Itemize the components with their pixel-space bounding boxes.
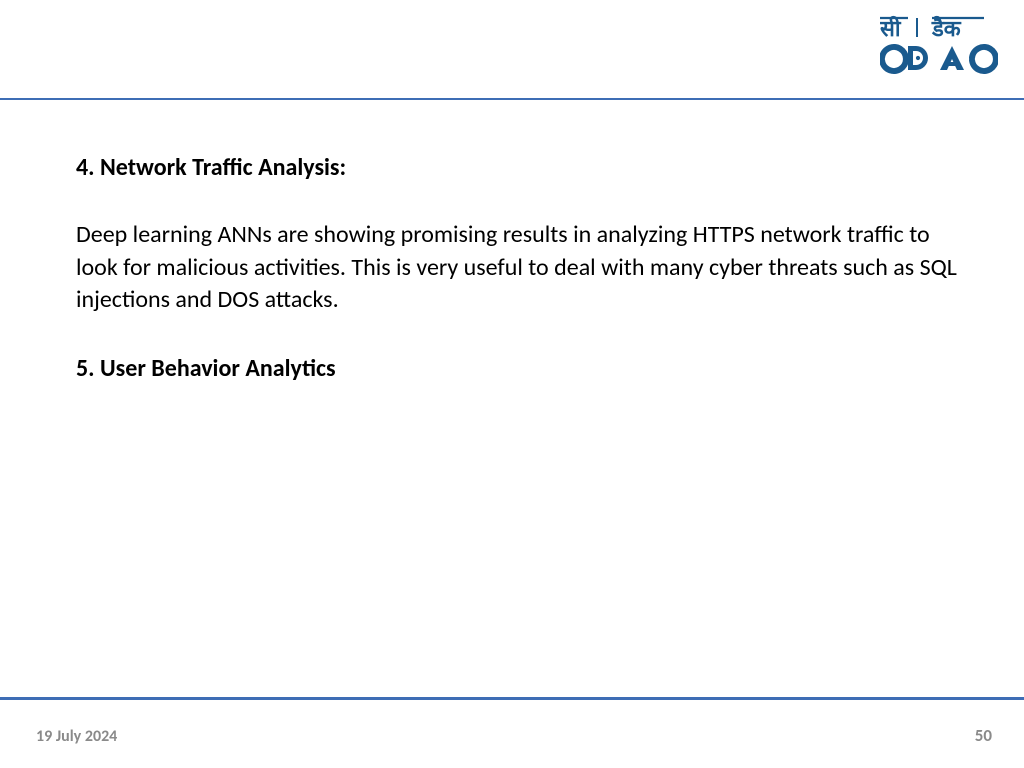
slide: सी डैक 4. Network [0, 0, 1024, 768]
section-heading-5: 5. User Behavior Analytics [76, 353, 962, 384]
footer-page-number: 50 [975, 725, 992, 746]
cdac-logo: सी डैक [880, 14, 998, 76]
content-region: 4. Network Traffic Analysis: Deep learni… [76, 152, 962, 384]
section-heading-4: 4. Network Traffic Analysis: [76, 152, 962, 183]
footer-date: 19 July 2024 [36, 727, 117, 746]
section-body-4: Deep learning ANNs are showing promising… [76, 219, 958, 317]
bottom-divider [0, 697, 1024, 700]
top-divider [0, 98, 1024, 100]
